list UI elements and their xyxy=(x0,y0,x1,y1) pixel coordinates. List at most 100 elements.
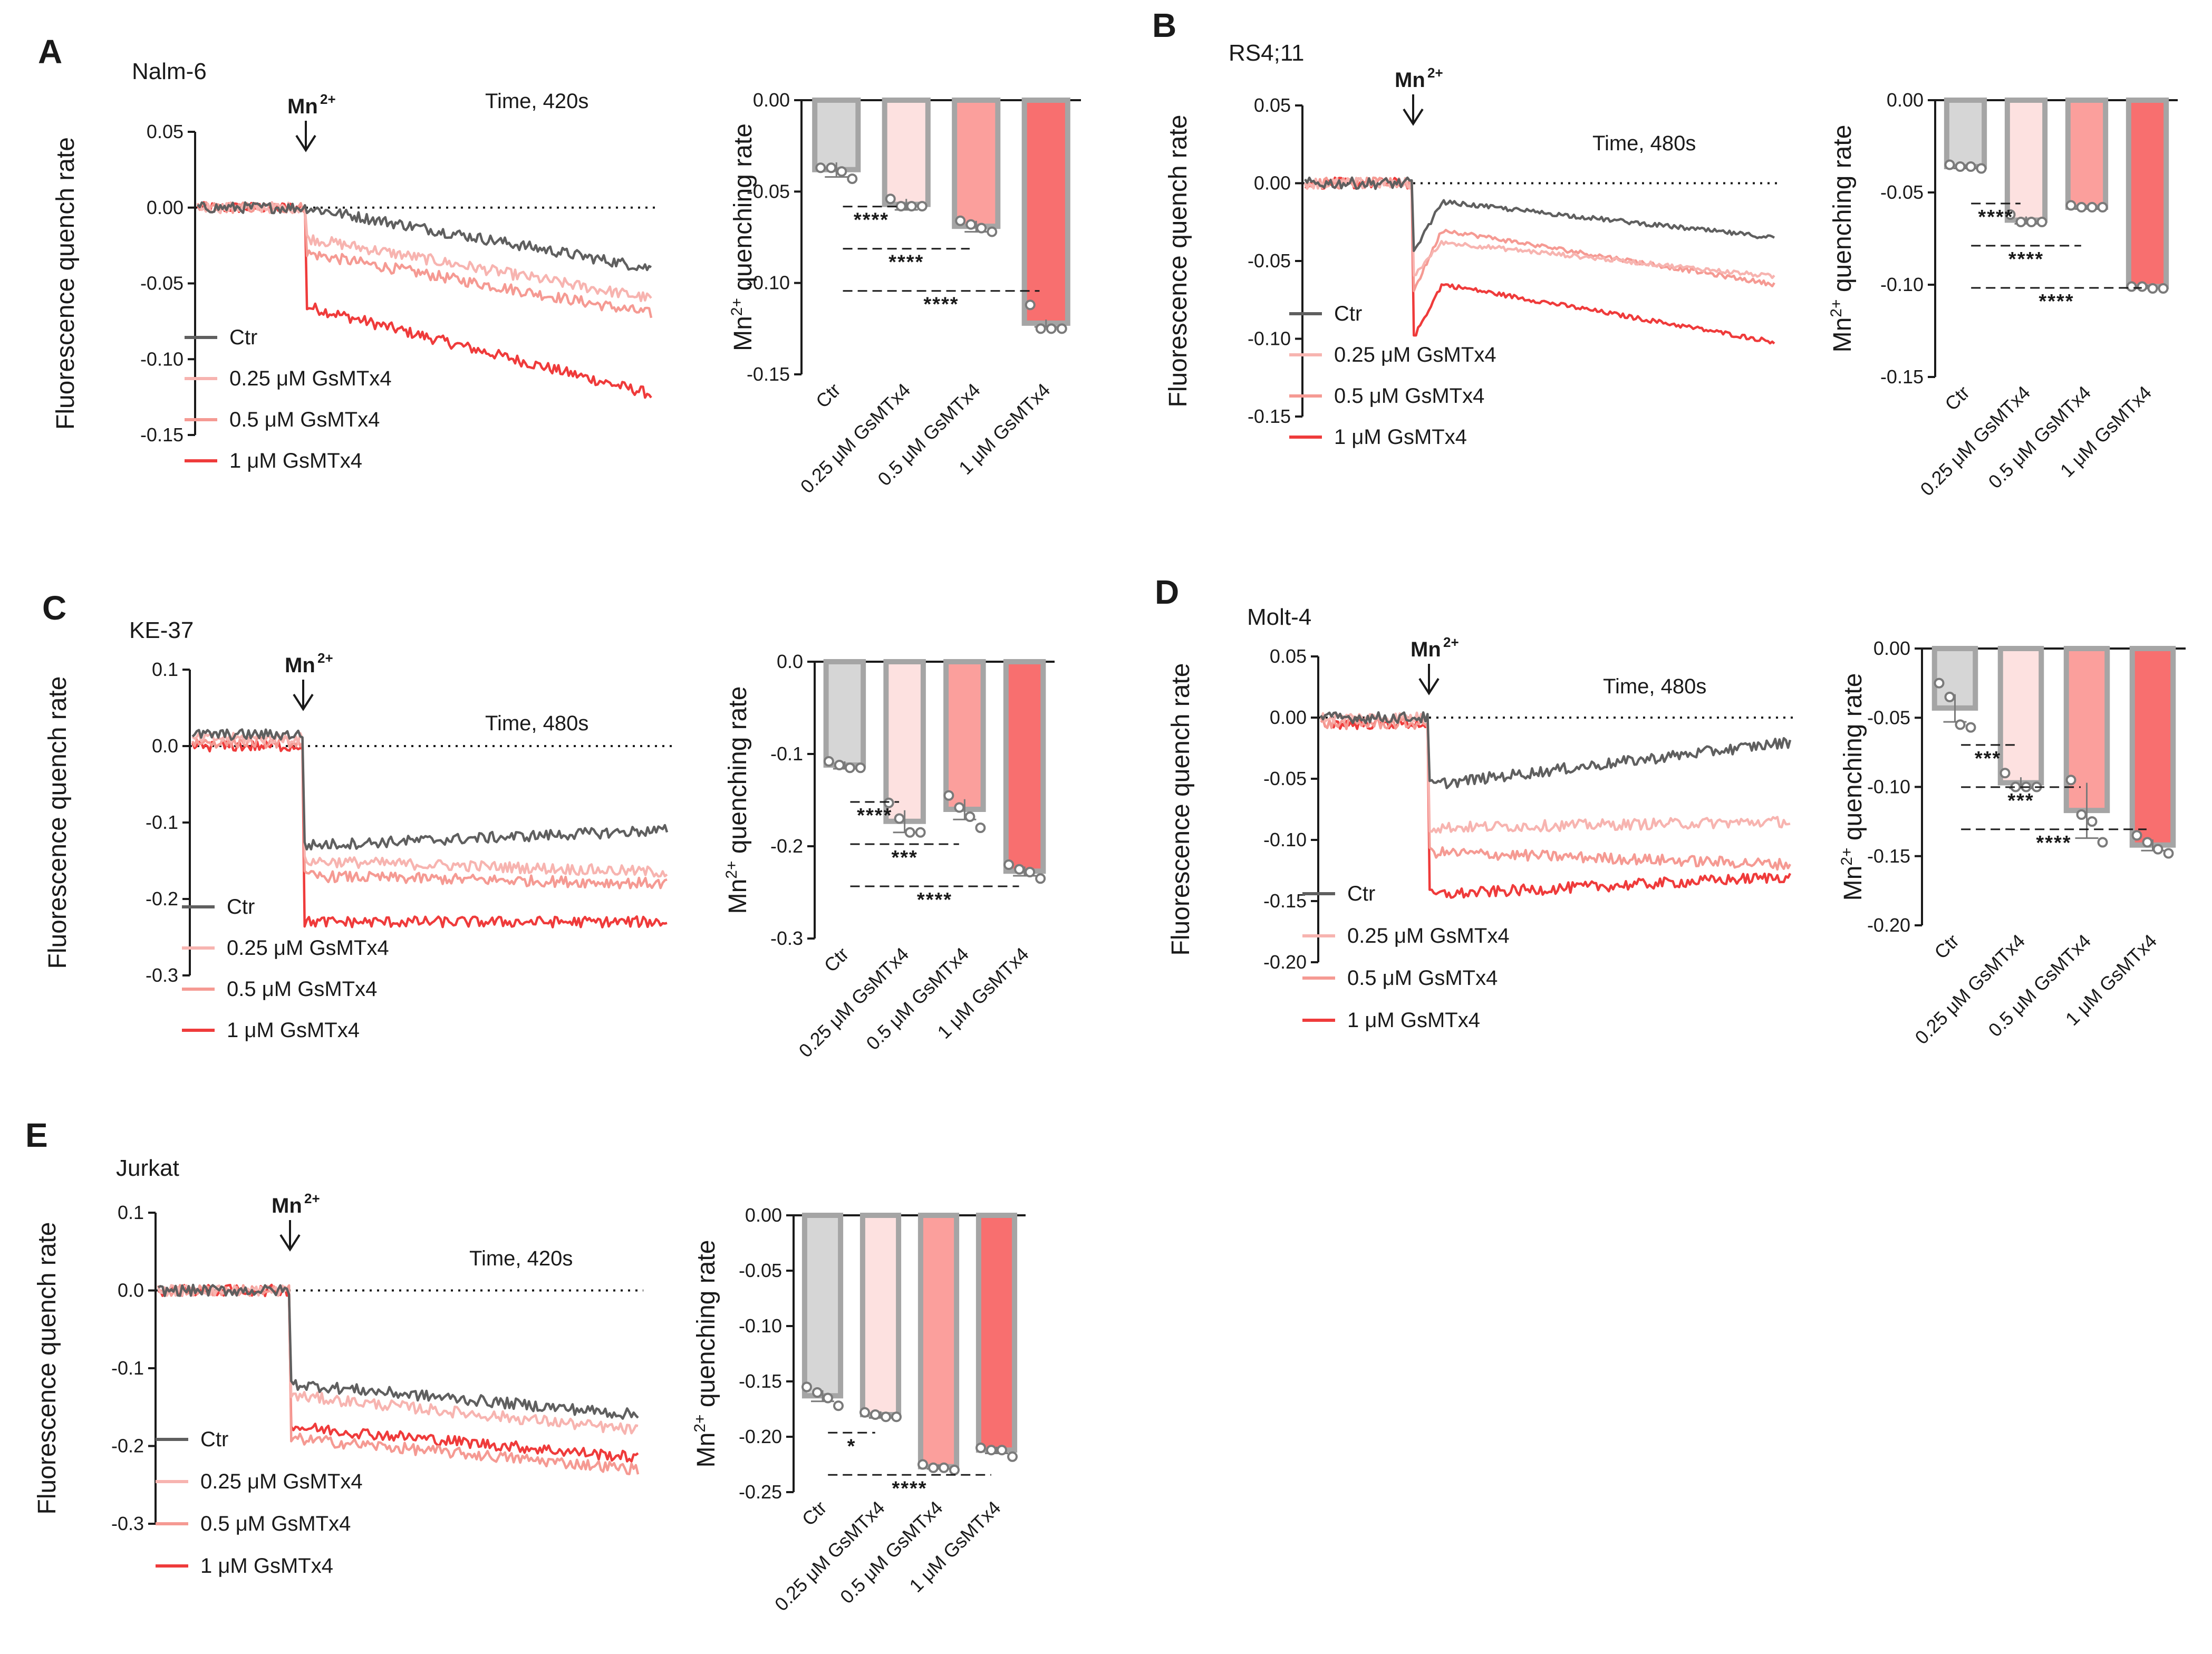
data-point xyxy=(964,811,975,822)
y-tick-label: -0.10 xyxy=(739,1315,782,1337)
mn-superscript: 2+ xyxy=(304,1191,320,1206)
significance-label: *** xyxy=(2007,790,2034,812)
significance-label: *** xyxy=(891,847,917,869)
data-point xyxy=(844,762,855,773)
legend: Ctr 0.25 μM GsMTx4 0.5 μM GsMTx4 1 μM GsMTx… xyxy=(182,895,389,1042)
bar-0-25-m-gsmtx4 xyxy=(2004,98,2048,223)
trace-1-m-gsmtx4 xyxy=(191,739,668,928)
legend-label: 1 μM GsMTx4 xyxy=(227,1019,360,1042)
data-point xyxy=(833,1400,844,1411)
y-tick-label: -0.15 xyxy=(1867,845,1910,867)
data-point xyxy=(2147,283,2158,294)
significance-label: **** xyxy=(2036,832,2071,854)
legend-label: 1 μM GsMTx4 xyxy=(1347,1009,1480,1032)
category-label: 0.5 μM GsMTx4 xyxy=(1984,382,2095,493)
data-point xyxy=(2087,202,2098,212)
data-point xyxy=(975,823,986,833)
legend-label: 0.25 μM GsMTx4 xyxy=(200,1470,363,1493)
category-label: Ctr xyxy=(798,1497,831,1530)
data-point xyxy=(987,226,998,237)
data-point xyxy=(1965,722,1976,733)
y-tick-label: -0.10 xyxy=(1880,274,1924,295)
data-point xyxy=(1965,161,1976,172)
y-tick-label: -0.10 xyxy=(1263,829,1307,850)
y-tick-label: -0.05 xyxy=(747,180,790,202)
data-point xyxy=(1025,867,1036,877)
y-axis-title: Fluorescence quench rate xyxy=(1167,663,1195,956)
data-point xyxy=(1003,859,1015,870)
mn-superscript: 2+ xyxy=(1443,634,1459,650)
legend: Ctr 0.25 μM GsMTx4 0.5 μM GsMTx4 1 μM GsMTx… xyxy=(185,326,392,472)
trace-0-5-m-gsmtx4 xyxy=(1304,176,1775,293)
data-point xyxy=(965,219,977,230)
data-point xyxy=(834,760,845,770)
category-label: 0.5 μM GsMTx4 xyxy=(862,943,973,1055)
down-arrow-icon xyxy=(279,1220,301,1252)
data-point xyxy=(904,827,915,838)
data-point xyxy=(801,1381,812,1392)
y-tick-label: -0.15 xyxy=(739,1370,782,1392)
cell-line-label: RS4;11 xyxy=(1229,40,1305,66)
legend-label: 0.25 μM GsMTx4 xyxy=(1334,343,1496,366)
data-point xyxy=(2036,217,2047,227)
data-point xyxy=(815,162,826,173)
y-tick-label: 0.00 xyxy=(1887,89,1924,111)
bar-0-25-m-gsmtx4 xyxy=(883,659,926,824)
data-point xyxy=(823,1392,833,1404)
data-point xyxy=(2087,816,2098,827)
down-arrow-icon xyxy=(295,121,316,152)
time-label: Time, 480s xyxy=(1592,132,1696,155)
significance-label: **** xyxy=(857,805,892,827)
time-label: Time, 420s xyxy=(485,90,588,113)
significance-label: **** xyxy=(1978,206,2013,228)
legend-label: 1 μM GsMTx4 xyxy=(200,1554,333,1578)
bar-y-axis-title: Mn2+ quenching rate xyxy=(728,123,757,351)
trace-0-25-m-gsmtx4 xyxy=(1303,177,1775,279)
bar-ctr xyxy=(812,98,861,172)
data-point xyxy=(2005,209,2016,220)
trace-1-m-gsmtx4 xyxy=(1320,717,1792,899)
mn-addition-marker: Mn 2+ xyxy=(272,1191,320,1252)
data-point xyxy=(2065,775,2076,786)
cell-line-label: KE-37 xyxy=(129,617,194,643)
y-tick-label: 0.00 xyxy=(753,89,790,111)
bar-panel-a: 0.00 -0.05 -0.10 -0.15 Mn2+ quenching rate Ct… xyxy=(728,89,1081,497)
y-tick-label: -0.15 xyxy=(1880,366,1924,388)
mn-label: Mn xyxy=(285,654,315,677)
data-point xyxy=(881,1411,891,1423)
y-tick-label: -0.05 xyxy=(1880,181,1924,203)
data-point xyxy=(1955,719,1966,730)
data-point xyxy=(916,201,928,212)
data-point xyxy=(2015,217,2026,227)
bar-y-axis-title: Mn2+ quenching rate xyxy=(691,1240,720,1468)
y-tick-label: -0.2 xyxy=(770,835,803,857)
down-arrow-icon xyxy=(1403,94,1424,126)
y-tick-label: 0.00 xyxy=(1873,637,1910,659)
legend-label: 0.25 μM GsMTx4 xyxy=(227,936,389,960)
y-tick-label: -0.2 xyxy=(146,888,178,910)
y-tick-label: 0.1 xyxy=(118,1202,144,1223)
data-point xyxy=(939,1462,949,1473)
data-point xyxy=(823,756,834,767)
trace-1-m-gsmtx4 xyxy=(158,1283,639,1463)
y-tick-label: -0.05 xyxy=(1867,707,1910,728)
data-point xyxy=(1944,691,1955,702)
y-tick-label: -0.10 xyxy=(140,348,183,370)
legend-label: Ctr xyxy=(200,1428,228,1451)
data-point xyxy=(885,194,896,205)
trace-0-5-m-gsmtx4 xyxy=(1320,717,1791,871)
data-point xyxy=(891,1411,902,1423)
mn-superscript: 2+ xyxy=(320,91,336,107)
mn-label: Mn xyxy=(1411,638,1441,661)
bar-panel-c: 0.0 -0.1 -0.2 -0.3 Mn2+ quenching rate Ctr0.2… xyxy=(723,651,1055,1061)
data-point xyxy=(2137,281,2148,292)
mn-addition-marker: Mn 2+ xyxy=(287,91,336,152)
bar-ctr xyxy=(1944,98,1987,169)
data-point xyxy=(2097,837,2108,848)
y-tick-label: -0.2 xyxy=(111,1435,144,1457)
y-tick-label: -0.1 xyxy=(146,811,178,833)
data-point xyxy=(2076,809,2087,820)
bar-ctr xyxy=(801,1213,844,1399)
category-label: Ctr xyxy=(820,943,853,976)
